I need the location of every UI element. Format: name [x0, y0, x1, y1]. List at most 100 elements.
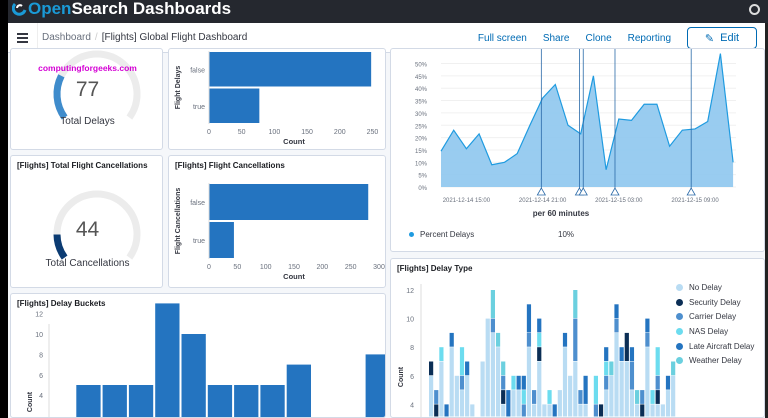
bar-segment: [526, 347, 532, 417]
y-axis-label: Count: [27, 391, 34, 412]
reporting-button[interactable]: Reporting: [627, 32, 671, 44]
legend-item[interactable]: Carrier Delay: [676, 309, 754, 324]
breadcrumb-current: [Flights] Global Flight Dashboard: [101, 32, 248, 43]
y-axis-label: Flight Delays: [175, 66, 182, 110]
bar-segment: [532, 390, 537, 404]
bar-segment: [619, 347, 624, 361]
x-tick-label: 200: [334, 129, 346, 136]
x-axis-label: Count: [283, 272, 305, 281]
bar: [128, 385, 154, 417]
bar: [102, 385, 127, 417]
x-tick-label: 250: [367, 129, 379, 136]
gauge-track: [53, 190, 141, 260]
legend-dot-icon: [676, 283, 683, 291]
delay-buckets-panel: [Flights] Delay Buckets 4 6 8 10 12 Count: [10, 293, 386, 418]
x-axis-label: per 60 minutes: [532, 209, 590, 218]
legend-item[interactable]: NAS Delay: [676, 324, 754, 339]
bar-segment: [537, 347, 542, 361]
legend-item-percent-delays[interactable]: Percent Delays 10%: [409, 230, 574, 239]
annotation-warning-icon: [536, 187, 547, 196]
bar-segment: [459, 375, 465, 390]
bar-segment: [665, 375, 671, 390]
x-tick-label: 50: [238, 129, 246, 136]
x-tick-label: 100: [260, 264, 272, 271]
bar-segment: [619, 361, 624, 417]
bar-segment: [562, 347, 568, 417]
edit-label: Edit: [720, 32, 740, 44]
delay-type-legend: No Delay Security Delay Carrier Delay NAS D…: [676, 280, 754, 368]
bar-segment: [542, 404, 547, 417]
legend-dot-icon: [676, 298, 683, 306]
bar-segment: [562, 332, 568, 347]
legend-item[interactable]: Security Delay: [676, 295, 754, 310]
bar-segment: [480, 361, 485, 417]
panel-title: [Flights] Delay Type: [397, 264, 473, 273]
x-tick-label: 50: [233, 264, 241, 271]
x-tick-label: 250: [345, 264, 357, 271]
bar-segment: [521, 404, 526, 417]
y-tick-label: 35%: [415, 100, 428, 106]
breadcrumb-dashboard[interactable]: Dashboard: [42, 32, 91, 43]
total-delays-value: 77: [75, 78, 100, 101]
delay-buckets-chart: 4 6 8 10 12 Count: [27, 303, 385, 417]
clone-button[interactable]: Clone: [585, 32, 612, 44]
bar: [209, 222, 234, 258]
pencil-icon: ✎: [704, 32, 715, 45]
panel-title: [Flights] Total Flight Cancellations: [17, 161, 148, 170]
total-cancellations-value: 44: [75, 218, 100, 241]
bar: [365, 354, 385, 417]
bar-segment: [635, 404, 640, 417]
share-button[interactable]: Share: [542, 32, 570, 44]
scrollbar[interactable]: [765, 23, 768, 418]
bar-segment: [665, 390, 671, 417]
x-axis-label: Count: [283, 137, 305, 146]
annotation-warning-icon: [686, 187, 696, 196]
help-icon[interactable]: [749, 4, 760, 15]
y-tick-label: 6: [39, 373, 43, 380]
bar-segment: [609, 361, 614, 376]
y-axis-label: Flight Cancellations: [175, 188, 182, 255]
bar-segment: [552, 404, 557, 417]
x-tick-label: 150: [301, 129, 313, 136]
y-tick-label: 25%: [415, 124, 428, 130]
bar-segment: [645, 332, 650, 347]
bar: [234, 385, 259, 417]
edit-button[interactable]: ✎ Edit: [687, 27, 757, 49]
total-delays-gauge: [53, 50, 141, 120]
menu-icon[interactable]: [8, 22, 38, 53]
legend-item[interactable]: Late Aircraft Delay: [676, 339, 754, 354]
bar-segment: [635, 390, 640, 404]
bar-segment: [547, 390, 552, 404]
legend-item[interactable]: Weather Delay: [676, 353, 754, 368]
x-tick-label: 2021-12-14 21:00: [519, 198, 567, 204]
bar-segment: [629, 361, 635, 390]
watermark: computingforgeeks.com: [38, 63, 137, 73]
x-tick-label: 150: [288, 264, 300, 271]
full-screen-button[interactable]: Full screen: [477, 32, 527, 44]
bar-segment: [454, 375, 459, 417]
bar-segment: [614, 318, 619, 333]
bar-segment: [573, 318, 578, 361]
bar: [76, 385, 101, 417]
bar-segment: [578, 390, 583, 404]
y-tick-label: 40%: [415, 87, 428, 93]
bar-segment: [655, 347, 660, 376]
legend-label: Security Delay: [689, 297, 741, 307]
bar: [209, 184, 369, 220]
legend-label: Carrier Delay: [689, 312, 737, 322]
bar-segment: [557, 390, 562, 417]
app-title-prefix: Open: [28, 0, 72, 18]
y-tick-label: false: [190, 67, 205, 74]
y-tick-label: 4: [39, 393, 43, 400]
bar: [209, 52, 372, 87]
bar: [260, 385, 285, 417]
percent-delays-chart: 0% 5% 10% 15% 20% 25% 30% 35% 40% 45% 50% 2021-12-1…: [415, 49, 736, 204]
y-tick-label: 8: [410, 345, 414, 352]
bar-segment: [511, 390, 516, 417]
bar-segment: [604, 361, 609, 376]
delay-type-chart: 4 6 8 10 12 Count: [398, 284, 676, 417]
legend-item[interactable]: No Delay: [676, 280, 754, 295]
bar-segment: [449, 332, 454, 347]
bar-segment: [671, 375, 676, 417]
app-logo[interactable]: Open Search Dashboards: [12, 0, 231, 19]
